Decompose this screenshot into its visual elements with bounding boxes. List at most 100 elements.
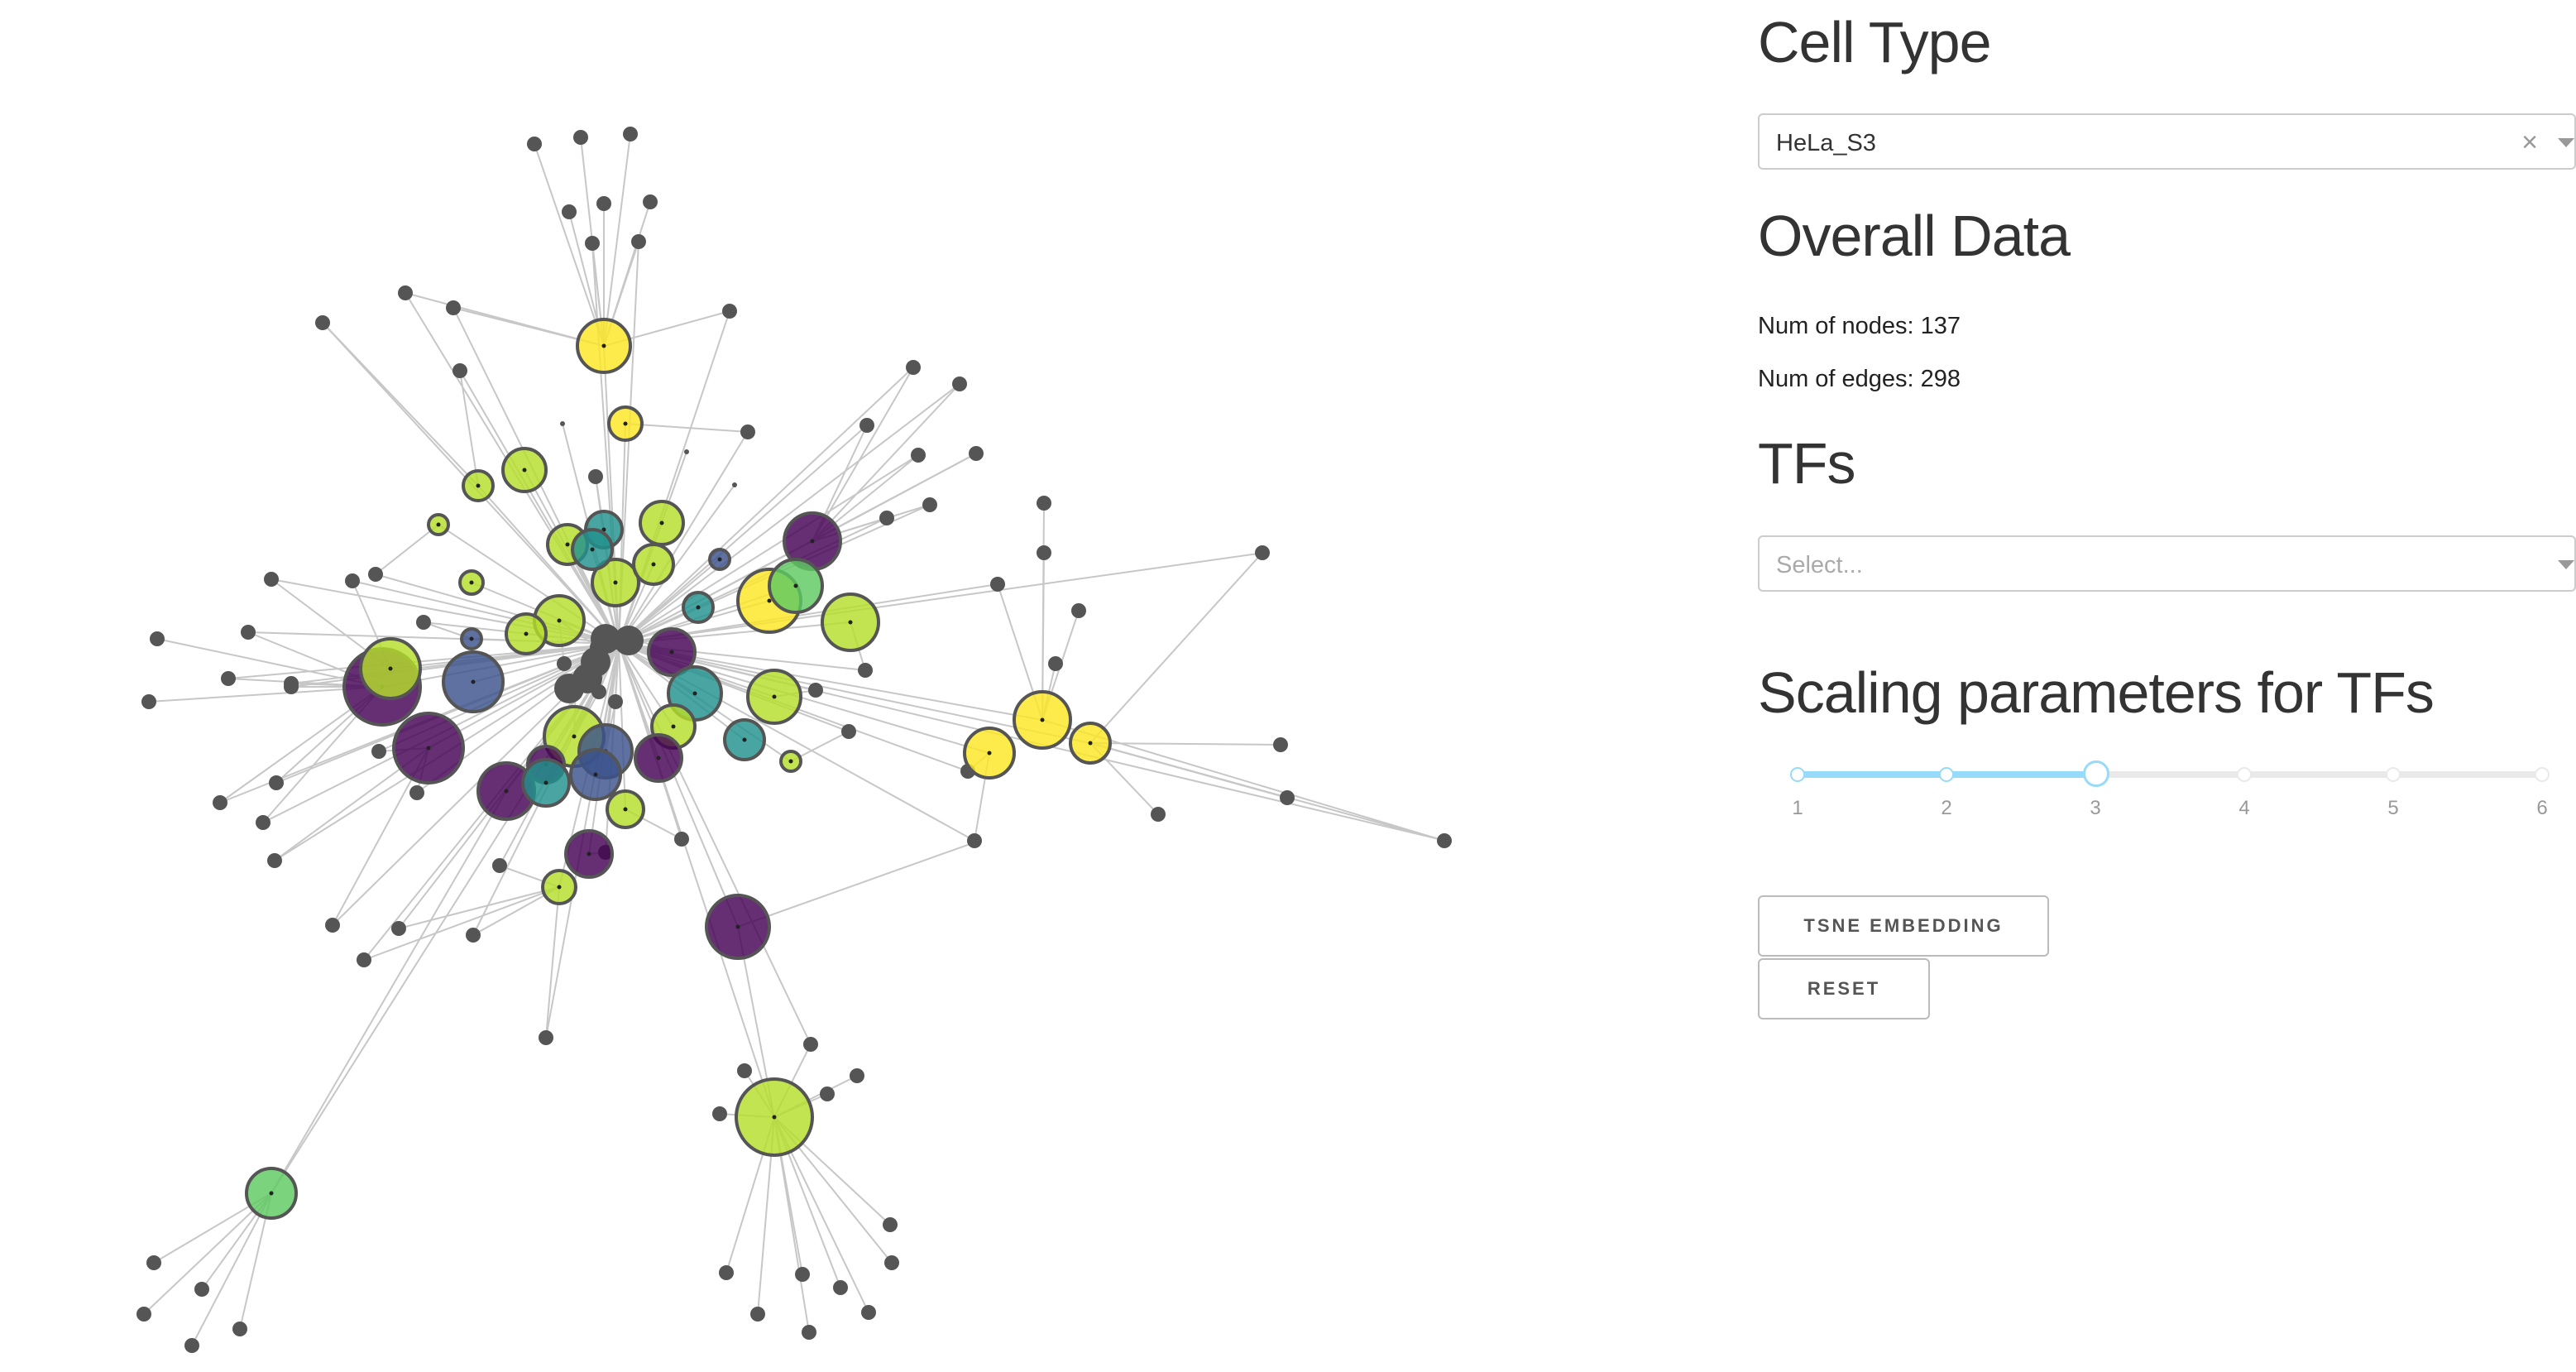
- cell-type-dropdown[interactable]: HeLa_S3 ×: [1758, 113, 2576, 170]
- graph-node-small: [269, 775, 284, 790]
- graph-node-center: [692, 691, 697, 696]
- tsne-embedding-button[interactable]: TSNE EMBEDDING: [1758, 895, 2049, 957]
- graph-node-small: [883, 1217, 898, 1232]
- slider-mark[interactable]: 2: [1941, 797, 1952, 819]
- graph-edge: [459, 370, 620, 645]
- graph-node-small: [371, 744, 386, 759]
- graph-node-center: [772, 694, 777, 699]
- graph-node-small: [1048, 656, 1063, 671]
- graph-node-center: [565, 542, 570, 547]
- graph-node-center: [659, 520, 664, 525]
- slider-step-6[interactable]: [2535, 767, 2550, 782]
- scaling-slider[interactable]: 1 2 3 4 5 6: [1790, 760, 2550, 826]
- graph-edge: [603, 133, 631, 347]
- graph-node-center: [735, 924, 740, 929]
- slider-step-4[interactable]: [2237, 767, 2252, 782]
- graph-node-center: [557, 885, 562, 890]
- graph-node-small: [608, 694, 623, 709]
- slider-mark[interactable]: 6: [2536, 797, 2548, 819]
- graph-node-small: [452, 363, 467, 378]
- clear-icon[interactable]: ×: [2521, 127, 2538, 158]
- graph-edge: [618, 643, 626, 810]
- graph-edge: [375, 524, 439, 575]
- graph-node-small: [911, 448, 926, 463]
- slider-rail[interactable]: [1798, 771, 2542, 778]
- graph-node-small: [527, 137, 542, 151]
- graph-node-center: [767, 598, 772, 603]
- graph-node-small: [990, 577, 1005, 592]
- graph-node-small: [1151, 807, 1166, 822]
- graph-node-center: [742, 737, 747, 742]
- graph-edge: [618, 552, 1265, 645]
- graph-edge: [625, 423, 749, 433]
- graph-node-center: [557, 618, 562, 623]
- graph-node-small: [345, 573, 360, 588]
- graph-edge: [398, 886, 560, 929]
- graph-node-center: [656, 756, 661, 760]
- graph-node-small: [1273, 737, 1288, 752]
- graph-edge: [191, 1192, 272, 1346]
- graph-node-small: [952, 377, 967, 391]
- graph-node-center: [601, 527, 606, 532]
- graph-edge: [1089, 552, 1263, 744]
- graph-node-small: [750, 1307, 765, 1322]
- slider-handle[interactable]: [2083, 760, 2109, 787]
- graph-node-center: [848, 620, 853, 625]
- graph-node-center: [623, 807, 628, 812]
- graph-node-center: [436, 522, 441, 527]
- graph-edge: [143, 1192, 272, 1315]
- graph-node-center: [269, 1191, 274, 1196]
- graph-node-center: [810, 539, 815, 544]
- graph-node-hub: [554, 674, 584, 703]
- graph-node-small: [146, 1255, 161, 1270]
- tfs-dropdown[interactable]: Select...: [1758, 535, 2576, 592]
- chevron-down-icon[interactable]: [2558, 560, 2574, 569]
- slider-step-2[interactable]: [1939, 767, 1954, 782]
- graph-node-center: [987, 751, 992, 756]
- graph-node-small: [409, 785, 424, 800]
- graph-edge: [618, 643, 812, 1045]
- graph-node-center: [717, 557, 722, 562]
- graph-node-hub: [581, 647, 610, 677]
- graph-node-small: [284, 676, 299, 691]
- graph-edge: [618, 643, 739, 928]
- graph-node-center: [522, 468, 527, 473]
- slider-step-5[interactable]: [2386, 767, 2401, 782]
- graph-node-small: [136, 1307, 151, 1322]
- graph-edge: [271, 790, 507, 1194]
- graph-node-hub: [591, 624, 620, 654]
- graph-edge: [618, 431, 749, 645]
- chevron-down-icon[interactable]: [2558, 138, 2574, 147]
- slider-mark[interactable]: 4: [2238, 797, 2250, 819]
- graph-node-small: [858, 663, 873, 678]
- graph-node-small: [1280, 790, 1295, 805]
- graph-node-small: [539, 1030, 553, 1045]
- graph-edge: [363, 886, 560, 961]
- slider-mark[interactable]: 1: [1792, 797, 1803, 819]
- graph-node-center: [476, 483, 481, 488]
- graph-node-small: [643, 194, 658, 209]
- graph-node-center: [471, 679, 476, 684]
- graph-node-center: [388, 666, 393, 671]
- network-graph[interactable]: [0, 0, 1737, 1372]
- graph-node-center: [593, 772, 598, 777]
- graph-node-center: [793, 583, 798, 588]
- graph-edge: [227, 643, 620, 679]
- slider-step-1[interactable]: [1790, 767, 1805, 782]
- graph-edge: [381, 643, 620, 688]
- graph-node-center: [1088, 741, 1093, 746]
- slider-mark[interactable]: 3: [2090, 797, 2101, 819]
- graph-node-small: [357, 952, 371, 967]
- graph-node-small: [562, 204, 577, 219]
- graph-edge: [545, 886, 560, 1039]
- graph-node-small: [879, 511, 894, 525]
- graph-node-small: [820, 1087, 835, 1101]
- graph-node-tiny: [732, 482, 737, 487]
- graph-node-small: [325, 918, 340, 933]
- slider-mark[interactable]: 5: [2387, 797, 2399, 819]
- graph-node-small: [368, 567, 383, 582]
- graph-node-small: [850, 1068, 864, 1083]
- graph-node-small: [315, 315, 330, 330]
- reset-button[interactable]: RESET: [1758, 958, 1930, 1019]
- graph-node-small: [859, 418, 874, 433]
